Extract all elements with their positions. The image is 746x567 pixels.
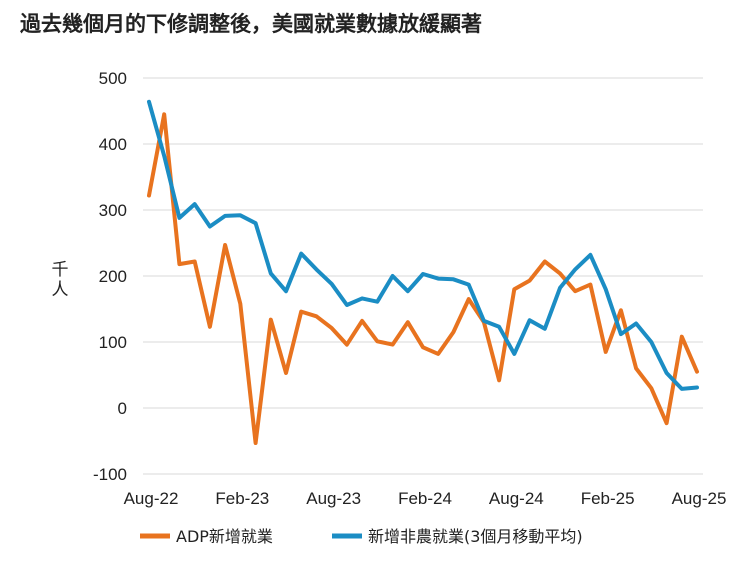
y-tick-label: 200 bbox=[99, 267, 127, 286]
y-tick-label: 100 bbox=[99, 333, 127, 352]
y-axis-title: 千 bbox=[52, 260, 69, 280]
y-tick-label: 500 bbox=[99, 69, 127, 88]
series-line-1 bbox=[147, 99, 699, 391]
x-tick-label: Feb-24 bbox=[398, 489, 452, 508]
y-tick-label: 0 bbox=[118, 399, 127, 418]
x-tick-label: Feb-23 bbox=[215, 489, 269, 508]
x-tick-label: Aug-25 bbox=[672, 489, 727, 508]
chart-title: 過去幾個月的下修調整後，美國就業數據放緩顯著 bbox=[20, 12, 482, 36]
x-tick-label: Aug-23 bbox=[306, 489, 361, 508]
x-tick-label: Feb-25 bbox=[581, 489, 635, 508]
legend-label: ADP新增就業 bbox=[176, 527, 273, 546]
y-tick-label: -100 bbox=[93, 465, 127, 484]
y-tick-label: 400 bbox=[99, 135, 127, 154]
series-line-0 bbox=[147, 112, 699, 445]
y-tick-label: 300 bbox=[99, 201, 127, 220]
legend-label: 新增非農就業(3個月移動平均) bbox=[368, 527, 583, 546]
y-axis-title: 人 bbox=[52, 280, 69, 300]
x-tick-label: Aug-24 bbox=[489, 489, 544, 508]
x-tick-label: Aug-22 bbox=[124, 489, 179, 508]
